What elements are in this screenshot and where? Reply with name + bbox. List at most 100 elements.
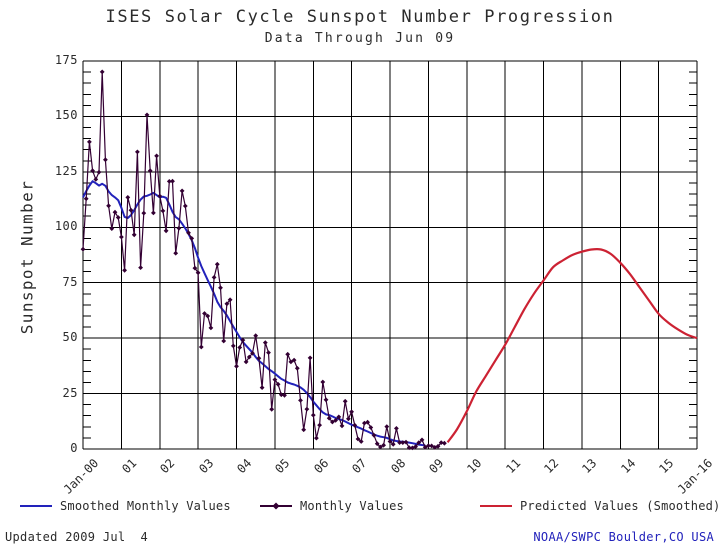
diamond-marker <box>426 443 431 449</box>
legend-label-monthly: Monthly Values <box>300 499 404 513</box>
diamond-marker <box>301 427 307 433</box>
diamond-marker <box>298 398 303 403</box>
smoothed-line-swatch <box>20 505 52 507</box>
y-tick-label: 175 <box>54 53 78 67</box>
chart-title: ISES Solar Cycle Sunspot Number Progress… <box>105 7 615 27</box>
legend-item-smoothed: Smoothed Monthly Values <box>20 499 231 513</box>
diamond-marker <box>374 441 380 447</box>
diamond-marker <box>80 246 86 252</box>
y-tick-label: 0 <box>70 441 78 455</box>
diamond-marker <box>288 359 294 365</box>
diamond-marker <box>170 178 175 184</box>
diamond-marker <box>230 343 236 349</box>
diamond-marker <box>179 188 185 194</box>
legend-label-predicted: Predicted Values (Smoothed) <box>520 499 720 513</box>
diamond-marker <box>406 445 412 451</box>
diamond-marker <box>394 426 399 431</box>
diamond-marker <box>387 439 393 444</box>
diamond-marker <box>272 377 278 382</box>
diamond-marker <box>234 363 239 369</box>
diamond-marker <box>122 267 127 273</box>
diamond-marker <box>358 439 364 444</box>
diamond-marker <box>253 333 259 339</box>
y-tick-label: 25 <box>62 385 78 400</box>
diamond-marker <box>160 208 166 214</box>
diamond-marker <box>371 432 377 438</box>
chart-subtitle: Data Through Jun 09 <box>264 31 456 46</box>
diamond-marker <box>90 168 95 174</box>
diamond-marker <box>384 424 390 429</box>
diamond-marker <box>310 412 316 418</box>
diamond-marker <box>87 139 92 145</box>
diamond-marker <box>307 355 313 361</box>
monthly-value-markers <box>80 69 447 451</box>
diamond-marker <box>227 297 233 303</box>
diamond-marker <box>346 416 351 422</box>
diamond-marker <box>115 215 121 220</box>
diamond-marker <box>135 149 140 155</box>
diamond-marker <box>336 414 342 420</box>
diamond-marker <box>317 422 322 428</box>
monthly-marker-icon <box>272 502 280 510</box>
diamond-marker <box>141 210 147 216</box>
diamond-marker <box>330 419 335 425</box>
diamond-marker <box>435 443 441 449</box>
diamond-marker <box>355 436 361 442</box>
diamond-marker <box>106 203 111 209</box>
diamond-marker <box>266 350 271 355</box>
diamond-marker <box>349 409 354 415</box>
diamond-marker <box>109 226 115 231</box>
diamond-marker <box>339 423 345 429</box>
diamond-marker <box>182 203 188 209</box>
diamond-marker <box>202 311 207 316</box>
diamond-marker <box>173 250 179 256</box>
diamond-marker <box>262 340 268 345</box>
diamond-marker <box>278 392 284 398</box>
diamond-marker <box>250 350 255 356</box>
diamond-marker <box>381 442 386 448</box>
diamond-marker <box>99 69 105 75</box>
diamond-marker <box>326 415 332 421</box>
diamond-marker <box>218 285 223 291</box>
diamond-marker <box>365 419 370 425</box>
diamond-marker <box>282 392 287 398</box>
diamond-marker <box>128 207 134 213</box>
noaa-credit-text: NOAA/SWPC Boulder,CO USA <box>533 530 714 544</box>
y-tick-label: 125 <box>54 163 78 178</box>
diamond-marker <box>224 301 230 307</box>
diamond-marker <box>186 230 191 236</box>
diamond-marker <box>378 444 383 450</box>
diamond-marker <box>208 325 214 331</box>
legend-item-predicted: Predicted Values (Smoothed) <box>480 499 720 513</box>
diamond-marker <box>214 261 220 267</box>
diamond-marker <box>205 313 211 319</box>
diamond-marker <box>195 270 201 276</box>
diamond-marker <box>96 169 102 175</box>
diamond-marker <box>291 357 297 363</box>
diamond-marker <box>323 397 329 403</box>
diamond-marker <box>119 234 124 240</box>
diamond-marker <box>83 196 89 202</box>
predicted-line-swatch <box>480 505 512 507</box>
diamond-marker <box>438 440 444 445</box>
diamond-marker <box>442 440 447 446</box>
updated-date-text: Updated 2009 Jul 4 <box>5 530 148 544</box>
legend-item-monthly: Monthly Values <box>260 499 404 513</box>
predicted-values-line <box>446 247 698 443</box>
diamond-marker <box>403 439 409 445</box>
diamond-marker <box>125 195 131 200</box>
diamond-marker <box>189 236 195 241</box>
diamond-marker <box>151 210 156 216</box>
legend-label-smoothed: Smoothed Monthly Values <box>60 499 231 513</box>
diamond-marker <box>166 179 172 184</box>
diamond-marker <box>314 435 319 441</box>
y-tick-label: 100 <box>54 219 78 234</box>
diamond-marker <box>304 406 310 412</box>
diamond-marker <box>419 437 425 443</box>
monthly-values-line <box>82 71 445 449</box>
diamond-marker <box>144 112 150 118</box>
diamond-marker <box>259 385 265 390</box>
diamond-marker <box>243 359 249 365</box>
